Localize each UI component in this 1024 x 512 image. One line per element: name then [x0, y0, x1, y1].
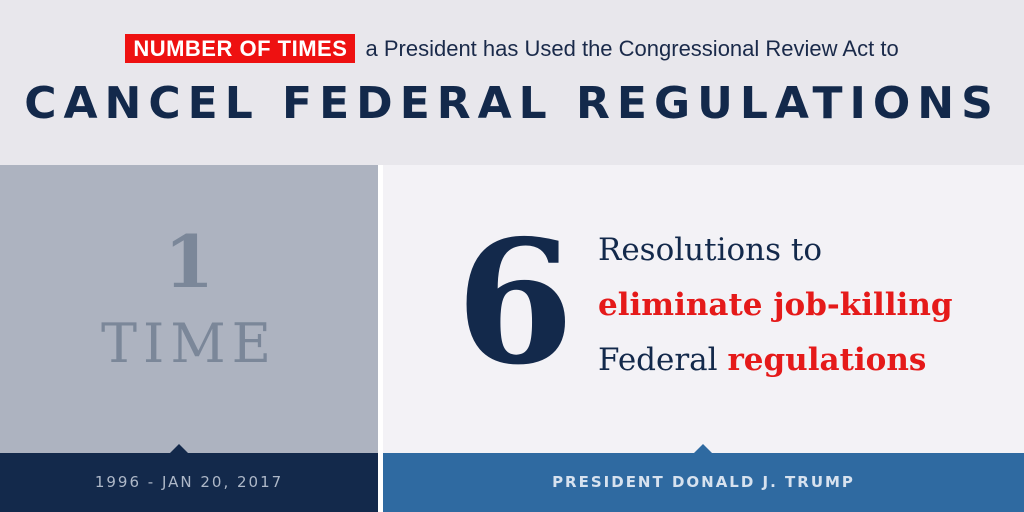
left-period-label: 1996 - JAN 20, 2017: [94, 473, 284, 491]
resolutions-line: Resolutions to: [598, 232, 823, 268]
eliminate-line: eliminate job-killing: [598, 287, 953, 323]
subtitle-text: a President has Used the Congressional R…: [365, 36, 899, 61]
regulations-word: regulations: [727, 342, 927, 378]
left-count-label: TIME: [100, 312, 278, 375]
right-panel: [383, 165, 1024, 453]
left-notch: [170, 444, 188, 453]
page-title: CANCEL FEDERAL REGULATIONS: [24, 78, 1000, 129]
highlight-tag: NUMBER OF TIMES: [125, 34, 356, 63]
panel-divider: [378, 165, 383, 512]
subtitle-line: NUMBER OF TIMES a President has Used the…: [0, 34, 1024, 63]
left-footer-bar: 1996 - JAN 20, 2017: [0, 444, 378, 512]
federal-line: Federal regulations: [598, 340, 926, 380]
left-count: 1: [163, 219, 215, 304]
right-footer-bar: PRESIDENT DONALD J. TRUMP: [383, 444, 1024, 512]
right-notch: [694, 444, 712, 453]
president-label: PRESIDENT DONALD J. TRUMP: [552, 473, 855, 491]
federal-word: Federal: [598, 342, 718, 378]
header-section: [0, 0, 1024, 165]
right-count: 6: [455, 203, 575, 403]
left-panel: [0, 165, 378, 453]
